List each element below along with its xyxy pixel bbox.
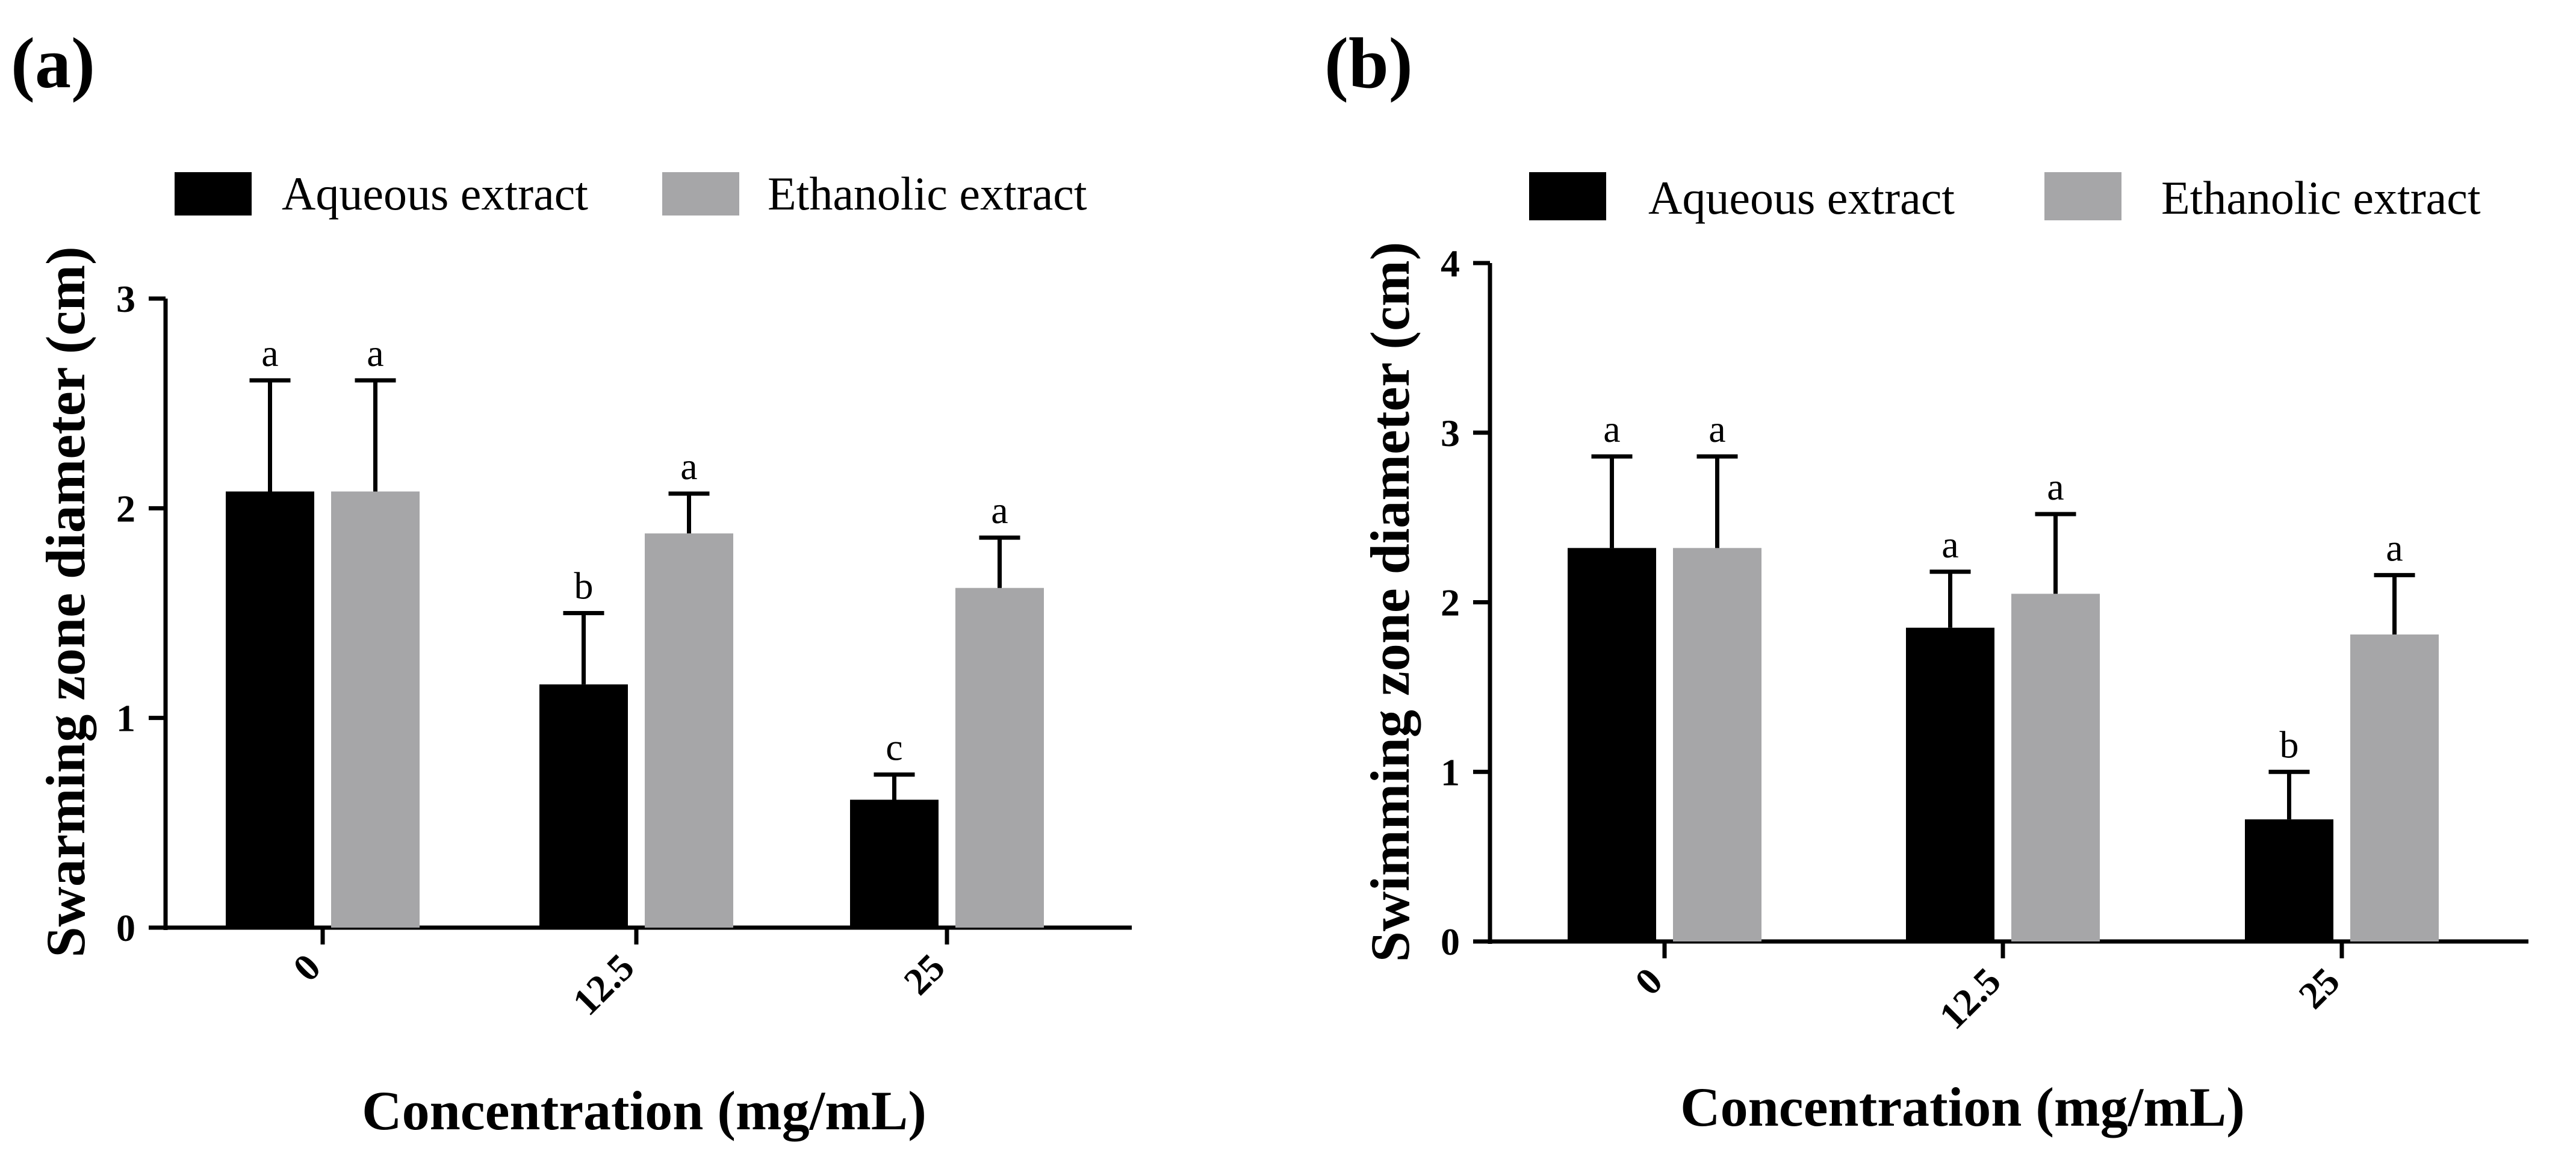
panel-a-x-tick-label-0: 0: [285, 946, 329, 990]
panel-b-sig-label-aqueous-2: b: [2280, 723, 2299, 766]
panel-a-x-tick-label-2: 25: [895, 946, 952, 1003]
panel-b-bar-ethanolic-2: [2350, 634, 2439, 941]
panel-a-y-tick-label-3: 3: [116, 278, 135, 320]
panel-a-bar-ethanolic-2: [955, 588, 1044, 928]
panel-b-legend-aqueous-swatch: [1529, 172, 1606, 220]
panel-a-legend-aqueous-label: Aqueous extract: [282, 167, 588, 220]
panel-a-x-tick-label-1: 12.5: [564, 946, 642, 1023]
panel-a-legend-ethanolic-swatch: [662, 172, 739, 216]
panel-b-y-tick-label-2: 2: [1441, 582, 1460, 624]
panel-a: (a) Aqueous extract Ethanolic extract Sw…: [11, 23, 1132, 1141]
panel-a-y-tick-label-0: 0: [116, 907, 135, 949]
panel-a-bar-ethanolic-1: [645, 533, 733, 928]
panel-b-y-tick-label-0: 0: [1441, 920, 1460, 963]
panel-a-sig-label-ethanolic-2: a: [991, 489, 1008, 532]
panel-b-bar-ethanolic-0: [1673, 548, 1761, 941]
panel-a-sig-label-aqueous-0: a: [261, 332, 278, 374]
panel-a-legend-ethanolic-label: Ethanolic extract: [768, 167, 1087, 220]
panel-a-bar-aqueous-1: [539, 684, 628, 928]
panel-b-bar-ethanolic-1: [2011, 594, 2100, 941]
panel-a-y-axis-title: Swarming zone diameter (cm): [35, 246, 96, 957]
panel-b: (b) Aqueous extract Ethanolic extract Sw…: [1324, 23, 2528, 1138]
panel-b-y-tick-label-3: 3: [1441, 412, 1460, 454]
panel-b-x-axis-title: Concentration (mg/mL): [1680, 1076, 2245, 1138]
panel-b-bar-aqueous-2: [2245, 819, 2333, 941]
panel-b-x-tick-label-0: 0: [1627, 960, 1671, 1003]
panel-b-legend-aqueous-label: Aqueous extract: [1648, 172, 1955, 224]
panel-b-y-tick-label-1: 1: [1441, 751, 1460, 793]
panel-a-sig-label-ethanolic-1: a: [680, 445, 697, 488]
panel-a-y-tick-label-2: 2: [116, 487, 135, 530]
panel-b-legend-ethanolic-label: Ethanolic extract: [2161, 172, 2481, 224]
panel-b-x-tick-label-1: 12.5: [1931, 960, 2008, 1037]
panel-a-bar-aqueous-2: [850, 799, 939, 928]
panel-a-legend-aqueous-swatch: [175, 172, 252, 216]
panel-b-sig-label-ethanolic-1: a: [2047, 465, 2064, 508]
panel-b-legend-ethanolic-swatch: [2044, 172, 2121, 220]
panel-a-y-tick-label-1: 1: [116, 697, 135, 740]
panel-b-sig-label-ethanolic-2: a: [2386, 526, 2403, 569]
panel-a-x-axis-title: Concentration (mg/mL): [362, 1080, 926, 1141]
panel-b-x-tick-label-2: 25: [2290, 960, 2347, 1017]
panel-a-sig-label-ethanolic-0: a: [367, 332, 383, 374]
panel-b-bar-aqueous-1: [1906, 627, 1994, 941]
panel-b-y-axis-title: Swimming zone diameter (cm): [1359, 242, 1421, 963]
panel-b-label: (b): [1324, 23, 1413, 103]
panel-b-sig-label-ethanolic-0: a: [1709, 408, 1725, 450]
panel-b-bar-aqueous-0: [1568, 548, 1656, 941]
panel-a-bar-ethanolic-0: [331, 491, 420, 928]
panel-b-marks: 0 1 2 3 4 a a 0 a a 12.5 b a 25: [1441, 242, 2528, 1037]
panel-a-sig-label-aqueous-1: b: [574, 565, 594, 607]
panel-a-sig-label-aqueous-2: c: [886, 726, 902, 769]
panel-b-y-tick-label-4: 4: [1441, 242, 1460, 285]
panel-b-sig-label-aqueous-0: a: [1603, 408, 1620, 450]
panel-a-label: (a): [11, 23, 95, 103]
panel-a-bar-aqueous-0: [226, 491, 314, 928]
panel-b-sig-label-aqueous-1: a: [1941, 523, 1958, 566]
panel-a-marks: 0 1 2 3 a a 0 b a 12.5 c a 25: [116, 278, 1132, 1023]
